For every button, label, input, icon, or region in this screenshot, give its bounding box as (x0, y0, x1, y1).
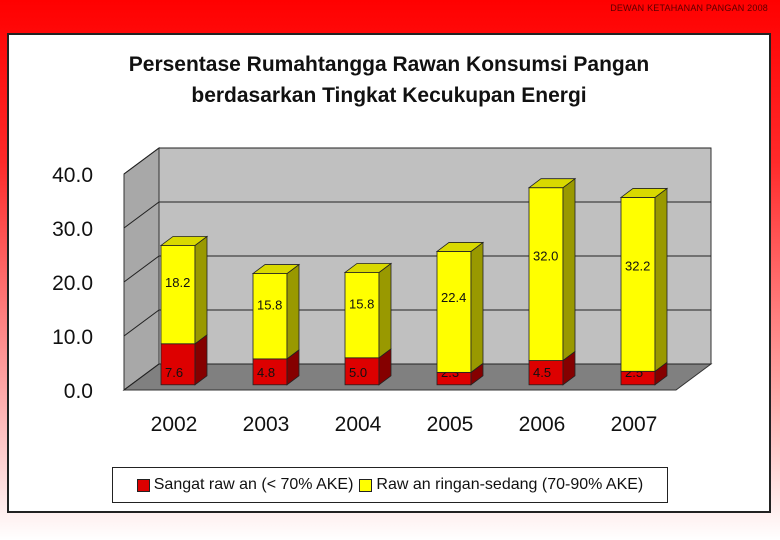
legend-item-series-2: Raw an ringan-sedang (70-90% AKE) (359, 476, 643, 494)
x-tick-label: 2003 (243, 413, 290, 436)
gridline (123, 309, 711, 337)
legend-swatch-series-2 (359, 478, 373, 492)
bar-side (286, 263, 300, 360)
data-label: 22.4 (441, 290, 466, 305)
header-text: DEWAN KETAHANAN PANGAN 2008 (610, 3, 768, 13)
bar-top (251, 264, 301, 274)
data-label: 15.8 (349, 296, 374, 311)
bar-top (159, 236, 209, 246)
chart-panel: Persentase Rumahtangga Rawan Konsumsi Pa… (7, 33, 771, 513)
bar-top (435, 242, 485, 252)
bar-top (619, 188, 669, 198)
y-tick-label: 20.0 (52, 272, 93, 295)
legend-swatch-series-1 (136, 478, 150, 492)
bar-segment (252, 273, 288, 360)
y-tick-label: 40.0 (52, 164, 93, 187)
bar-segment (620, 197, 656, 372)
gridline (123, 147, 711, 175)
legend-label-series-1: Sangat raw an (< 70% AKE) (153, 476, 354, 493)
chart-title: Persentase Rumahtangga Rawan Konsumsi Pa… (9, 49, 769, 111)
x-tick-label: 2006 (519, 413, 566, 436)
x-tick-label: 2002 (151, 413, 198, 436)
y-tick-label: 10.0 (52, 326, 93, 349)
y-tick-label: 0.0 (64, 380, 93, 403)
data-label: 32.0 (533, 248, 558, 263)
chart-title-line-2: berdasarkan Tingkat Kecukupan Energi (191, 84, 587, 107)
bar-top (343, 263, 393, 273)
y-tick-label: 30.0 (52, 218, 93, 241)
data-label: 15.8 (257, 297, 282, 312)
chart-plot: 0.0 10.0 20.0 30.0 40.0 7.6 18.2 2002 4.8 15.8 200… (52, 147, 713, 436)
bar-top (527, 178, 577, 189)
x-tick-label: 2004 (335, 413, 382, 436)
bar-side (562, 177, 576, 362)
data-label: 4.8 (257, 365, 275, 380)
bar-side (194, 235, 208, 345)
bar-segment (344, 272, 380, 359)
data-label: 7.6 (165, 365, 183, 380)
bar-side (654, 187, 668, 373)
bar-side (470, 241, 484, 374)
bar-segment (436, 251, 472, 373)
bar-segment (528, 187, 564, 361)
legend-item-series-1: Sangat raw an (< 70% AKE) (136, 476, 354, 494)
x-tick-label: 2005 (427, 413, 474, 436)
legend-label-series-2: Raw an ringan-sedang (70-90% AKE) (376, 476, 644, 493)
x-tick-label: 2007 (611, 413, 658, 436)
bar-segment (344, 357, 380, 386)
bar-segment (160, 245, 196, 345)
bar-side (378, 262, 392, 359)
data-label: 32.2 (625, 258, 650, 273)
data-label: 18.2 (165, 275, 190, 290)
data-label: 4.5 (533, 365, 551, 380)
data-label: 5.0 (349, 365, 367, 380)
chart-title-line-1: Persentase Rumahtangga Rawan Konsumsi Pa… (128, 53, 650, 76)
bar-segment (252, 358, 288, 386)
gridline (123, 255, 711, 283)
chart-legend: Sangat raw an (< 70% AKE) Raw an ringan-… (112, 467, 668, 503)
gridline (123, 201, 711, 229)
gridline (123, 363, 711, 391)
